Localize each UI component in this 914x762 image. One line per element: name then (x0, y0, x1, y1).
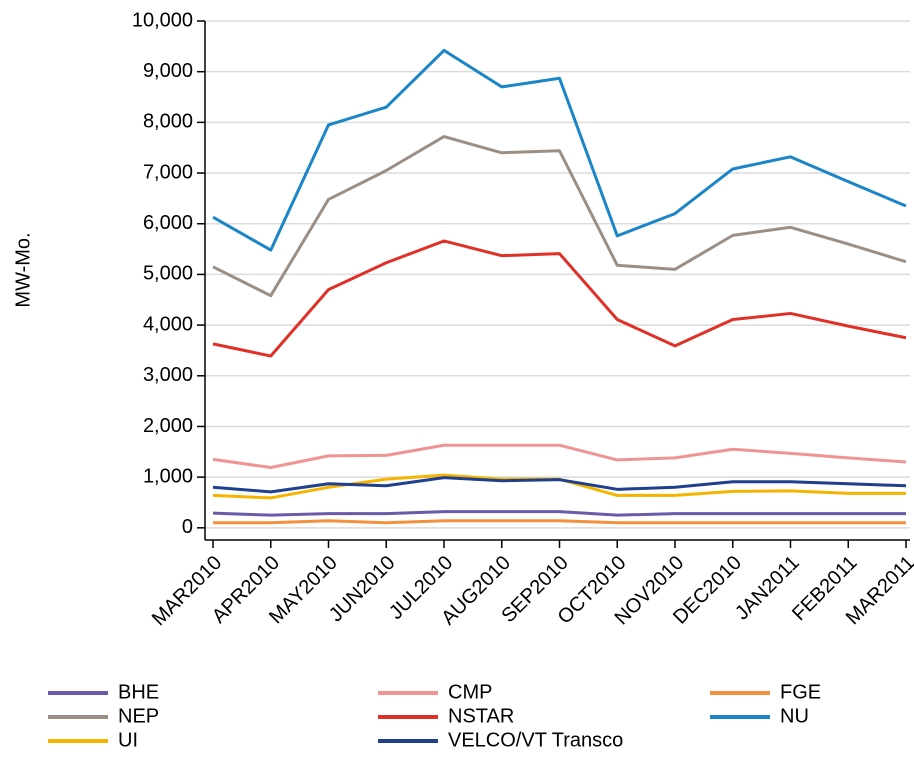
y-tick-label: 9,000 (143, 60, 193, 82)
y-axis-label: MW-Mo. (12, 232, 34, 307)
y-tick-label: 0 (182, 516, 193, 538)
series-line (212, 135, 907, 298)
y-tick-label: 7,000 (143, 161, 193, 183)
y-tick-label: 8,000 (143, 111, 193, 133)
legend-label: FGE (780, 681, 821, 703)
y-tick-label: 1,000 (143, 465, 193, 487)
y-tick-label: 3,000 (143, 364, 193, 386)
y-tick-label: 2,000 (143, 415, 193, 437)
legend-label: BHE (118, 681, 159, 703)
legend-label: NEP (118, 705, 159, 727)
legend-label: VELCO/VT Transco (448, 729, 623, 751)
series-line (212, 443, 907, 470)
legend-label: UI (118, 729, 138, 751)
y-tick-label: 5,000 (143, 263, 193, 285)
series-line (213, 519, 906, 525)
y-tick-label: 4,000 (143, 313, 193, 335)
legend-label: NU (780, 705, 809, 727)
series-line (212, 510, 906, 517)
legend-label: NSTAR (448, 705, 514, 727)
y-tick-label: 10,000 (132, 9, 193, 31)
series-line (212, 48, 907, 252)
y-tick-label: 6,000 (143, 212, 193, 234)
series-line (212, 239, 907, 358)
legend-label: CMP (448, 681, 492, 703)
series-line (212, 476, 907, 494)
